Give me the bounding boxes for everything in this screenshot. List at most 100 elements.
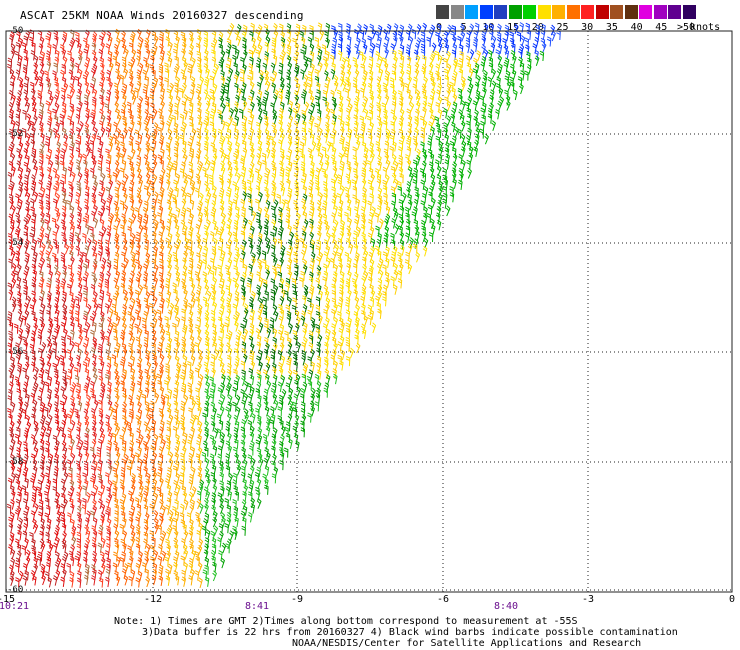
wind-barb [160, 297, 165, 308]
wind-barb [175, 207, 181, 218]
wind-barb [392, 63, 397, 75]
wind-barb [480, 107, 485, 118]
wind-barb [91, 575, 96, 586]
wind-barb [224, 82, 230, 93]
wind-barb [224, 498, 229, 509]
wind-barb [278, 62, 284, 73]
wind-barb [241, 82, 247, 93]
wind-barb [174, 264, 179, 276]
wind-barb [331, 198, 337, 210]
wind-barb [466, 62, 472, 73]
wind-barb [189, 503, 195, 515]
wind-barb [392, 89, 397, 101]
wind-barb [122, 217, 127, 229]
wind-barb [7, 395, 13, 406]
wind-barb [413, 140, 418, 152]
wind-barb [386, 23, 392, 35]
wind-barb [370, 245, 375, 257]
wind-barb [173, 179, 178, 190]
wind-barb [188, 161, 194, 172]
wind-barb [82, 263, 88, 274]
wind-barb [76, 445, 81, 456]
wind-barb [204, 181, 209, 192]
wind-barb [8, 146, 13, 157]
wind-barb [307, 109, 313, 120]
wind-barb [249, 172, 255, 183]
wind-barb [332, 193, 338, 204]
wind-barb [406, 55, 412, 67]
wind-barb [436, 75, 442, 86]
wind-barb [136, 243, 141, 254]
wind-barb [120, 380, 125, 391]
wind-barb [361, 232, 366, 243]
wind-barb [115, 167, 120, 179]
wind-barb [120, 108, 126, 120]
wind-barb [287, 139, 293, 150]
wind-barb [30, 139, 36, 150]
wind-barb [77, 81, 82, 93]
wind-barb [360, 223, 366, 235]
wind-barb [336, 251, 342, 262]
wind-barb [398, 35, 404, 46]
wind-barb [242, 100, 248, 111]
wind-barb [167, 263, 173, 274]
wind-barb [18, 186, 23, 198]
wind-barb [458, 57, 464, 68]
wind-barb [232, 198, 238, 210]
wind-barb [294, 180, 299, 191]
wind-barb [82, 361, 88, 372]
wind-barb [240, 198, 246, 210]
wind-barb [37, 93, 43, 105]
wind-barb [181, 147, 187, 159]
wind-barb [375, 225, 380, 236]
wind-barb [491, 80, 497, 92]
wind-barb [179, 113, 185, 125]
wind-barb [390, 275, 395, 287]
wind-barb [458, 94, 463, 105]
wind-barb [292, 56, 298, 67]
wind-barb [10, 152, 16, 164]
wind-barb [458, 44, 464, 55]
wind-barb [46, 81, 52, 92]
wind-barb [378, 119, 383, 131]
wind-barb [405, 29, 411, 41]
wind-barb [45, 100, 51, 111]
wind-barb [29, 232, 34, 243]
wind-barb [69, 102, 74, 114]
wind-barb [242, 49, 248, 61]
wind-barb [228, 171, 233, 183]
wind-barb [206, 191, 212, 203]
wind-barb [519, 61, 525, 73]
wind-barb [467, 127, 472, 139]
wind-barb [75, 147, 81, 158]
wind-barb [285, 155, 291, 166]
wind-barb [62, 166, 67, 177]
wind-barb [38, 179, 43, 191]
wind-barb [263, 224, 269, 235]
wind-barb [221, 102, 226, 114]
wind-barb [212, 516, 218, 528]
wind-barb [409, 172, 414, 183]
wind-barb [377, 278, 383, 289]
wind-barb [144, 109, 150, 120]
wind-barb [15, 478, 21, 490]
wind-barb [115, 61, 121, 72]
wind-barb [407, 243, 413, 255]
wind-barb [105, 349, 110, 360]
wind-barb [348, 243, 354, 254]
wind-barb [69, 120, 75, 131]
wind-barb [115, 68, 120, 80]
wind-barb [212, 219, 217, 231]
wind-barb [77, 291, 83, 302]
wind-barb [258, 276, 264, 288]
wind-barb [382, 185, 388, 196]
wind-barb [257, 146, 263, 157]
wind-barb [209, 180, 214, 191]
wind-barb [437, 108, 443, 120]
pass-time-label: 10:21 [0, 601, 30, 612]
wind-barb [130, 205, 135, 217]
wind-barb [77, 205, 82, 217]
wind-barb [151, 284, 156, 296]
wind-barb [166, 529, 171, 540]
wind-barb [466, 159, 471, 170]
